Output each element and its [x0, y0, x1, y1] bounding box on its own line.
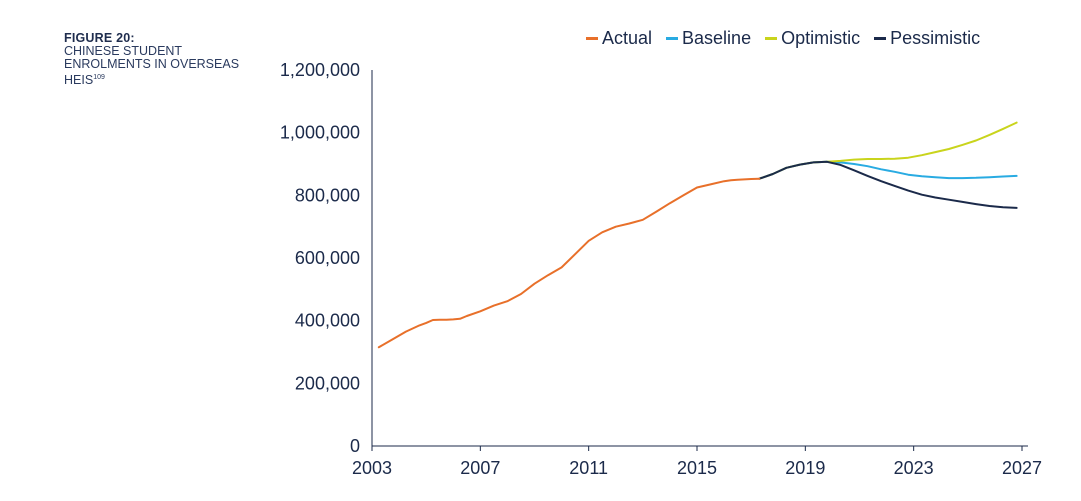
x-tick-label: 2007 [460, 458, 500, 478]
x-tick-label: 2015 [677, 458, 717, 478]
series-line-actual [377, 177, 761, 349]
legend-swatch [874, 37, 887, 40]
legend-label: Actual [602, 28, 653, 48]
legend-item-optimistic: Optimistic [765, 28, 860, 49]
chart-legend: Actual Baseline Optimistic Pessimistic [586, 28, 980, 49]
legend-swatch [586, 37, 598, 40]
legend-label: Pessimistic [890, 28, 981, 48]
legend-label: Optimistic [781, 28, 861, 48]
y-tick-label: 1,000,000 [280, 123, 360, 143]
figure-caption: FIGURE 20: CHINESE STUDENT ENROLMENTS IN… [64, 32, 244, 87]
y-tick-label: 0 [350, 436, 360, 456]
legend-swatch [666, 37, 679, 40]
figure-title: CHINESE STUDENT ENROLMENTS IN OVERSEAS H… [64, 44, 244, 88]
legend-swatch [765, 37, 778, 40]
y-tick-label: 1,200,000 [280, 60, 360, 80]
series-line-pessimistic [758, 160, 1018, 209]
figure-title-text: CHINESE STUDENT ENROLMENTS IN OVERSEAS H… [64, 44, 240, 88]
legend-item-baseline: Baseline [666, 28, 751, 49]
y-tick-label: 600,000 [295, 248, 360, 268]
x-tick-label: 2019 [785, 458, 825, 478]
x-tick-label: 2011 [569, 458, 608, 478]
footnote-ref: 109 [93, 74, 105, 81]
x-tick-label: 2003 [352, 458, 392, 478]
y-tick-label: 800,000 [295, 185, 360, 205]
legend-item-actual: Actual [586, 28, 652, 49]
y-tick-label: 400,000 [295, 311, 360, 331]
legend-item-pessimistic: Pessimistic [874, 28, 980, 49]
x-tick-label: 2023 [894, 458, 934, 478]
y-tick-label: 200,000 [295, 373, 360, 393]
x-tick-label: 2027 [1002, 458, 1042, 478]
figure-number: FIGURE 20: [64, 31, 135, 45]
legend-label: Baseline [682, 28, 752, 48]
